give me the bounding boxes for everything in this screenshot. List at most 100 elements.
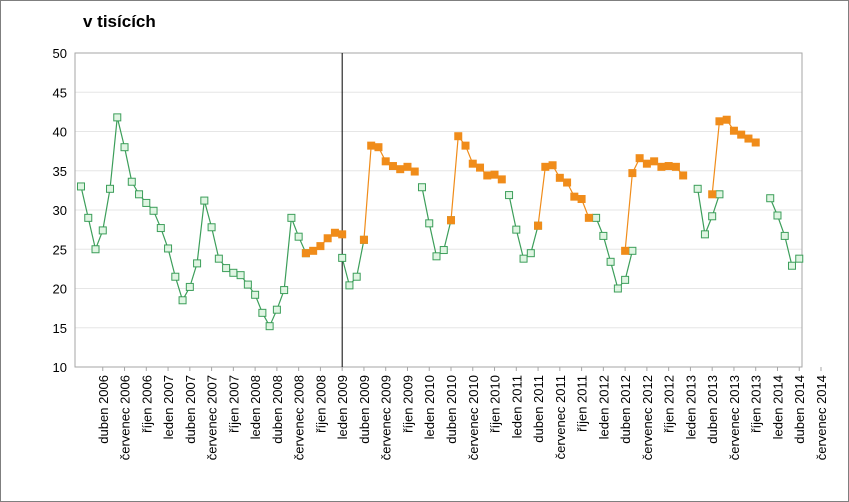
data-point [577,195,586,204]
data-point [113,113,122,122]
data-point [671,162,680,171]
x-tick-label: leden 2007 [161,375,176,439]
data-point [715,190,724,199]
data-point [468,159,477,168]
data-point [787,261,796,270]
data-point [766,194,775,203]
x-tick-label: duben 2013 [705,375,720,444]
data-point [657,162,666,171]
data-point [505,191,514,200]
y-tick-label: 50 [53,46,67,61]
data-point [91,245,100,254]
data-point [222,264,231,273]
data-point [214,254,223,263]
series-line [697,188,721,237]
data-point [476,163,485,172]
data-point [142,198,151,207]
data-point [795,254,804,263]
x-tick-label: duben 2014 [792,375,807,444]
x-tick-label: duben 2006 [96,375,111,444]
data-point [744,134,753,143]
y-tick-label: 40 [53,125,67,140]
data-point [156,224,165,233]
data-point [338,253,347,262]
data-point [388,162,397,171]
data-point [410,167,419,176]
data-point [592,213,601,222]
data-point [635,154,644,163]
data-point [294,232,303,241]
data-point [265,322,274,331]
y-tick-label: 30 [53,203,67,218]
data-point [628,246,637,255]
data-point [461,141,470,150]
data-point [417,183,426,192]
x-tick-label: leden 2014 [770,375,785,439]
data-point [650,157,659,166]
x-tick-label: leden 2009 [335,375,350,439]
x-tick-label: leden 2010 [422,375,437,439]
x-tick-label: duben 2011 [531,375,546,443]
y-tick-label: 10 [53,360,67,375]
data-point [780,231,789,240]
data-point [708,190,717,199]
data-point [381,157,390,166]
data-point [483,171,492,180]
x-tick-label: červenec 2007 [205,375,220,460]
series-0 [77,113,804,331]
y-tick-label: 15 [53,321,67,336]
data-point [541,162,550,171]
data-point [396,165,405,174]
series-line [80,117,307,328]
x-tick-label: říjen 2006 [139,375,154,433]
data-point [98,226,107,235]
x-tick-label: červenec 2010 [466,375,481,460]
data-point [280,286,289,295]
series-1 [301,115,760,258]
y-tick-label: 20 [53,282,67,297]
data-point [773,211,782,220]
x-tick-label: duben 2009 [357,375,372,444]
data-point [135,190,144,199]
data-point [722,115,731,124]
data-point [84,213,93,222]
data-point [555,173,564,182]
data-point [599,231,608,240]
data-point [432,252,441,261]
data-point [613,284,622,293]
chart-title: v tisících [83,12,156,31]
x-tick-label: duben 2008 [270,375,285,444]
data-point [77,182,85,191]
data-point [715,117,724,126]
x-tick-label: leden 2011 [509,375,524,438]
y-tick-label: 35 [53,164,67,179]
y-tick-label: 25 [53,242,67,257]
x-tick-label: leden 2008 [248,375,263,439]
x-tick-label: říjen 2008 [313,375,328,433]
data-point [679,171,688,180]
data-point [120,143,129,152]
data-point [439,246,448,255]
x-tick-label: červenec 2011 [553,375,568,459]
data-point [323,234,332,243]
data-point [512,225,521,234]
x-tick-label: říjen 2011 [575,375,590,432]
x-tick-label: říjen 2013 [749,375,764,433]
x-tick-label: duben 2010 [444,375,459,444]
data-point [193,259,202,268]
data-point [330,228,339,237]
data-point [563,178,572,187]
data-point [447,216,456,225]
x-tick-label: leden 2012 [596,375,611,439]
data-point [309,246,318,255]
data-point [454,132,463,141]
data-point [164,244,173,253]
data-point [621,275,630,284]
data-point [236,271,245,280]
series-line [341,239,365,287]
data-point [751,138,760,147]
x-tick-label: červenec 2013 [727,375,742,460]
data-point [548,161,557,170]
